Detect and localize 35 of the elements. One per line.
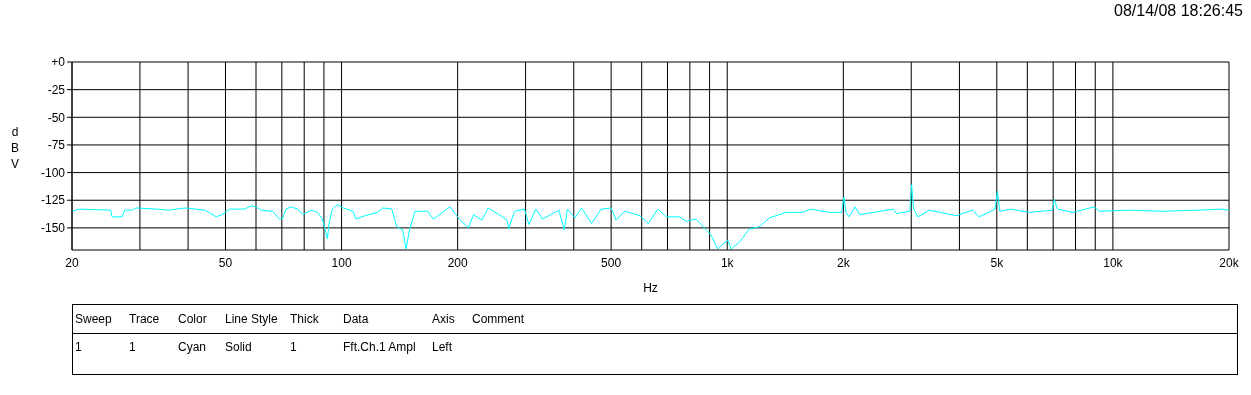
x-tick-label: 5k (990, 255, 1005, 270)
text: Comment (471, 312, 525, 326)
text: 1 (128, 340, 137, 354)
x-tick-label: 200 (447, 255, 468, 270)
x-tick-label: 1k (720, 255, 735, 270)
text: Line Style (224, 312, 279, 326)
x-tick-label: 100 (331, 255, 352, 270)
text: 1 (74, 340, 83, 354)
x-tick-label: 20k (1219, 255, 1240, 270)
x-tick-label: 2k (836, 255, 851, 270)
x-axis-title: Hz (643, 281, 658, 295)
x-tick-label: 500 (601, 255, 622, 270)
text: Fft.Ch.1 Ampl (342, 340, 417, 354)
y-axis-title: dBV (10, 124, 20, 172)
text: Color (177, 312, 208, 326)
text: Left (431, 340, 453, 354)
x-tick-label: 20 (65, 255, 79, 270)
text: 1 (289, 340, 298, 354)
text: Cyan (177, 340, 207, 354)
y-tick-label: -100 (40, 165, 66, 180)
y-tick-label: -150 (40, 221, 66, 236)
y-tick-label: -25 (47, 82, 66, 97)
text: Sweep (74, 312, 113, 326)
x-tick-label: 50 (218, 255, 233, 270)
y-tick-label: -50 (47, 110, 66, 125)
text: Thick (289, 312, 320, 326)
text: Solid (224, 340, 253, 354)
y-tick-label: -125 (40, 193, 66, 208)
y-tick-label: +0 (51, 55, 66, 70)
chart-subtitle: 08/14/08 18:26:45 (1113, 2, 1243, 20)
y-tick-label: -75 (47, 138, 66, 153)
x-tick-label: 10k (1103, 255, 1124, 270)
text: Data (342, 312, 370, 326)
text: Trace (128, 312, 161, 326)
text: Axis (431, 312, 456, 326)
